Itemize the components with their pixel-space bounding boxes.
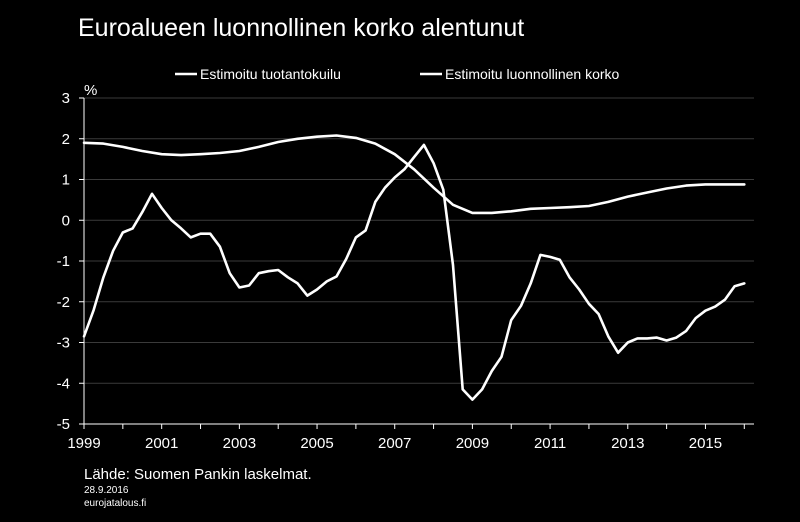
x-tick-label: 2011 — [534, 435, 566, 452]
x-tick-label: 2015 — [689, 435, 722, 452]
y-tick-label: 1 — [62, 172, 70, 189]
x-tick-label: 2007 — [378, 435, 411, 452]
y-tick-label: -1 — [57, 253, 70, 270]
chart-title: Euroalueen luonnollinen korko alentunut — [78, 14, 525, 42]
legend-label: Estimoitu luonnollinen korko — [445, 66, 620, 82]
x-tick-labels: 1999 2001 2003 2005 2007 2009 2011 2013 2015 — [67, 435, 722, 452]
x-tick-label: 2009 — [456, 435, 489, 452]
legend: Estimoitu tuotantokuilu Estimoitu luonnol… — [175, 66, 620, 82]
x-tick-label: 2005 — [300, 435, 333, 452]
source-note: Lähde: Suomen Pankin laskelmat. — [84, 466, 312, 483]
x-tick-label: 1999 — [67, 435, 100, 452]
y-tick-label: 2 — [62, 131, 70, 148]
chart-footer: Lähde: Suomen Pankin laskelmat. 28.9.201… — [84, 466, 312, 510]
y-axis-unit: % — [84, 82, 97, 99]
axes — [79, 97, 754, 429]
series-line-2 — [82, 134, 746, 215]
y-tick-label: -5 — [57, 416, 70, 433]
series-line-1 — [82, 143, 746, 401]
site-note: eurojatalous.fi — [84, 498, 147, 509]
series-lines — [82, 134, 746, 401]
x-tick-label: 2013 — [611, 435, 644, 452]
x-tick-label: 2003 — [223, 435, 256, 452]
gridlines — [84, 97, 754, 384]
y-tick-labels: 3 2 1 0 -1 -2 -3 -4 -5 — [57, 90, 70, 433]
y-tick-label: -2 — [57, 294, 70, 311]
y-tick-label: 3 — [62, 90, 70, 107]
y-tick-label: -4 — [57, 375, 70, 392]
y-tick-label: -3 — [57, 335, 70, 352]
legend-label: Estimoitu tuotantokuilu — [200, 66, 341, 82]
x-tick-label: 2001 — [145, 435, 178, 452]
date-note: 28.9.2016 — [84, 485, 129, 496]
y-tick-label: 0 — [62, 212, 70, 229]
